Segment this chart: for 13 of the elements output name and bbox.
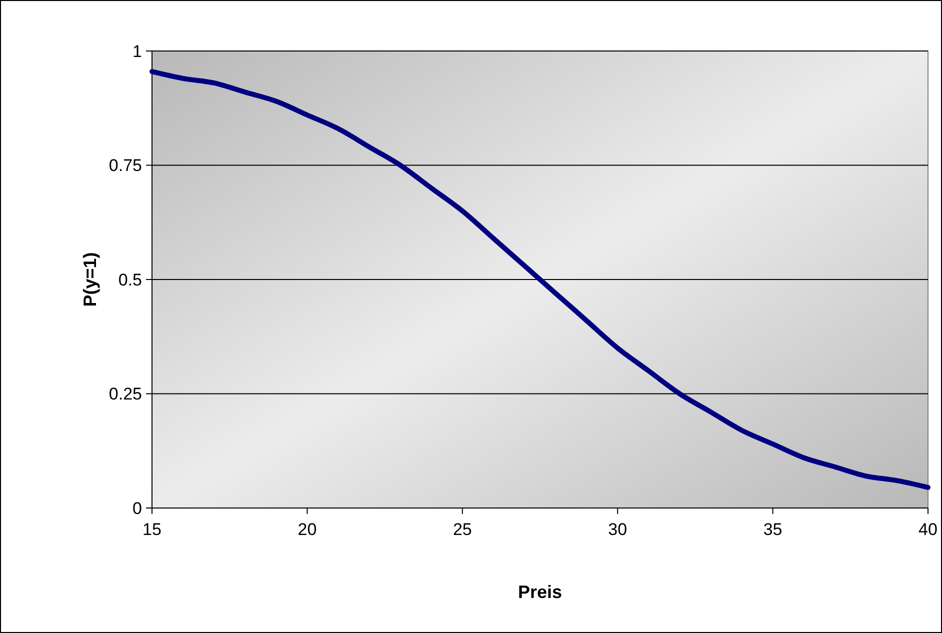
x-tick-label: 35 — [763, 520, 782, 539]
x-tick-label: 25 — [452, 520, 472, 539]
y-axis-title: P(y=1) — [80, 252, 100, 307]
y-tick-label: 0.75 — [108, 156, 142, 176]
x-tick-label: 30 — [608, 520, 628, 539]
y-tick-label: 0 — [132, 498, 142, 518]
y-tick-label: 1 — [132, 42, 142, 61]
x-tick-label: 15 — [142, 520, 162, 539]
y-tick-label: 0.25 — [108, 384, 142, 404]
x-tick-label: 20 — [298, 520, 317, 539]
x-tick-label: 40 — [918, 520, 938, 539]
y-tick-label: 0.5 — [118, 270, 142, 290]
x-axis-title: Preis — [518, 582, 562, 602]
